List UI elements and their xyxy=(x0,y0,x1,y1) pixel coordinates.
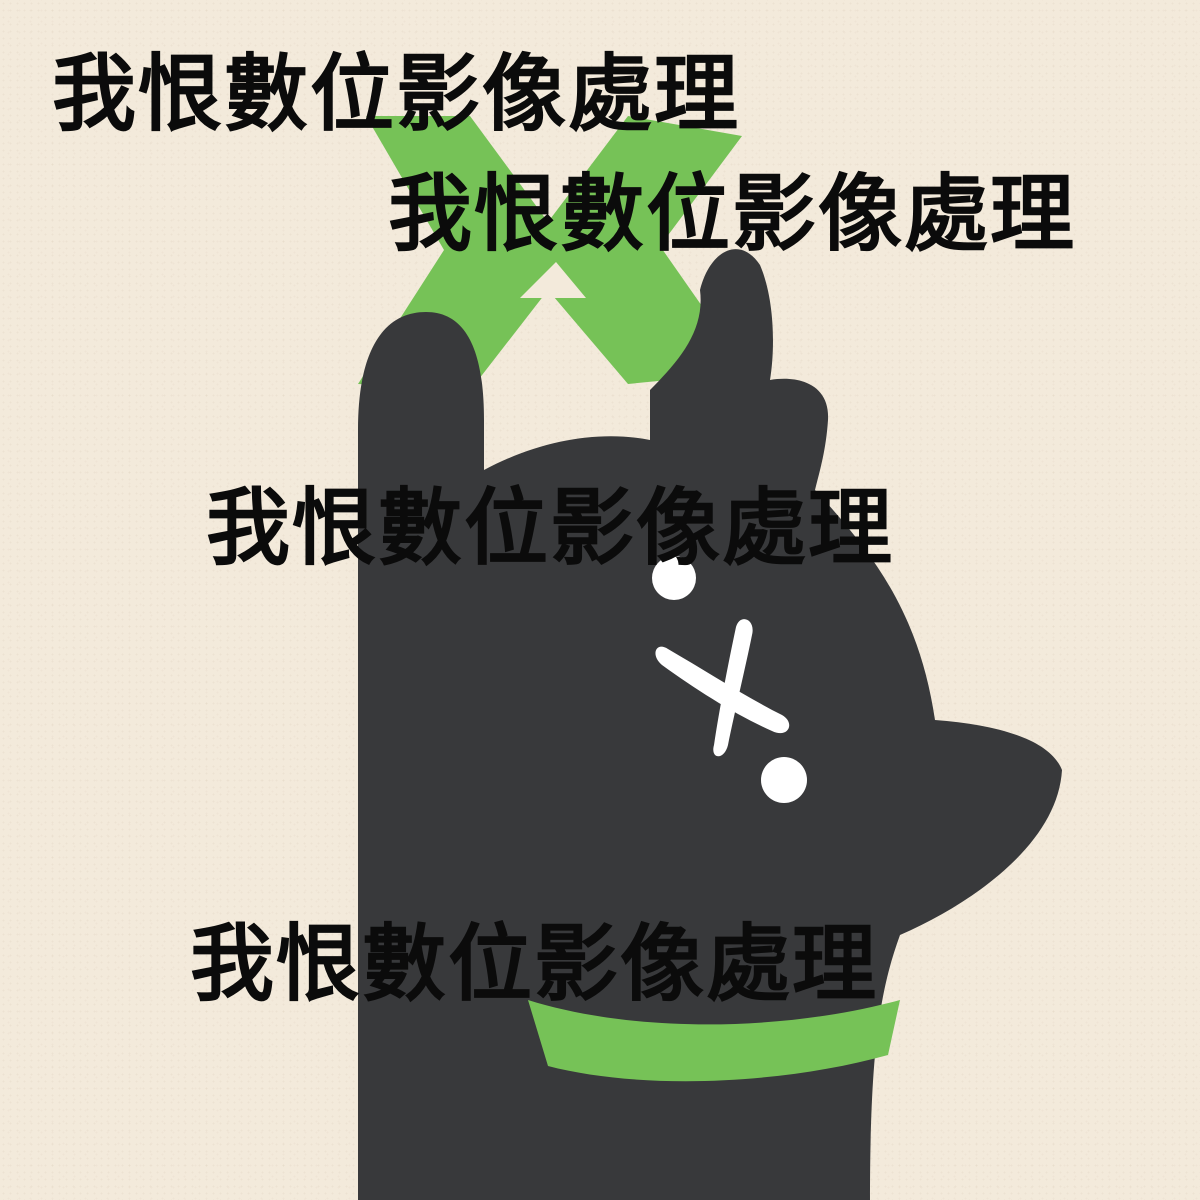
x-bow-icon xyxy=(358,116,748,388)
caption-text: 我恨數位影像處理 xyxy=(190,915,879,1013)
caption-text: 我恨數位影像處理 xyxy=(52,45,741,143)
collar-icon xyxy=(528,1000,900,1082)
dot-eye-icon xyxy=(761,757,807,803)
dot-eye-icon xyxy=(652,556,696,600)
caption-text: 我恨數位影像處理 xyxy=(206,479,895,577)
cat-silhouette xyxy=(358,249,1062,1200)
cat-face xyxy=(652,556,807,803)
x-eye-icon xyxy=(655,619,790,757)
caption-text: 我恨數位影像處理 xyxy=(388,165,1077,263)
